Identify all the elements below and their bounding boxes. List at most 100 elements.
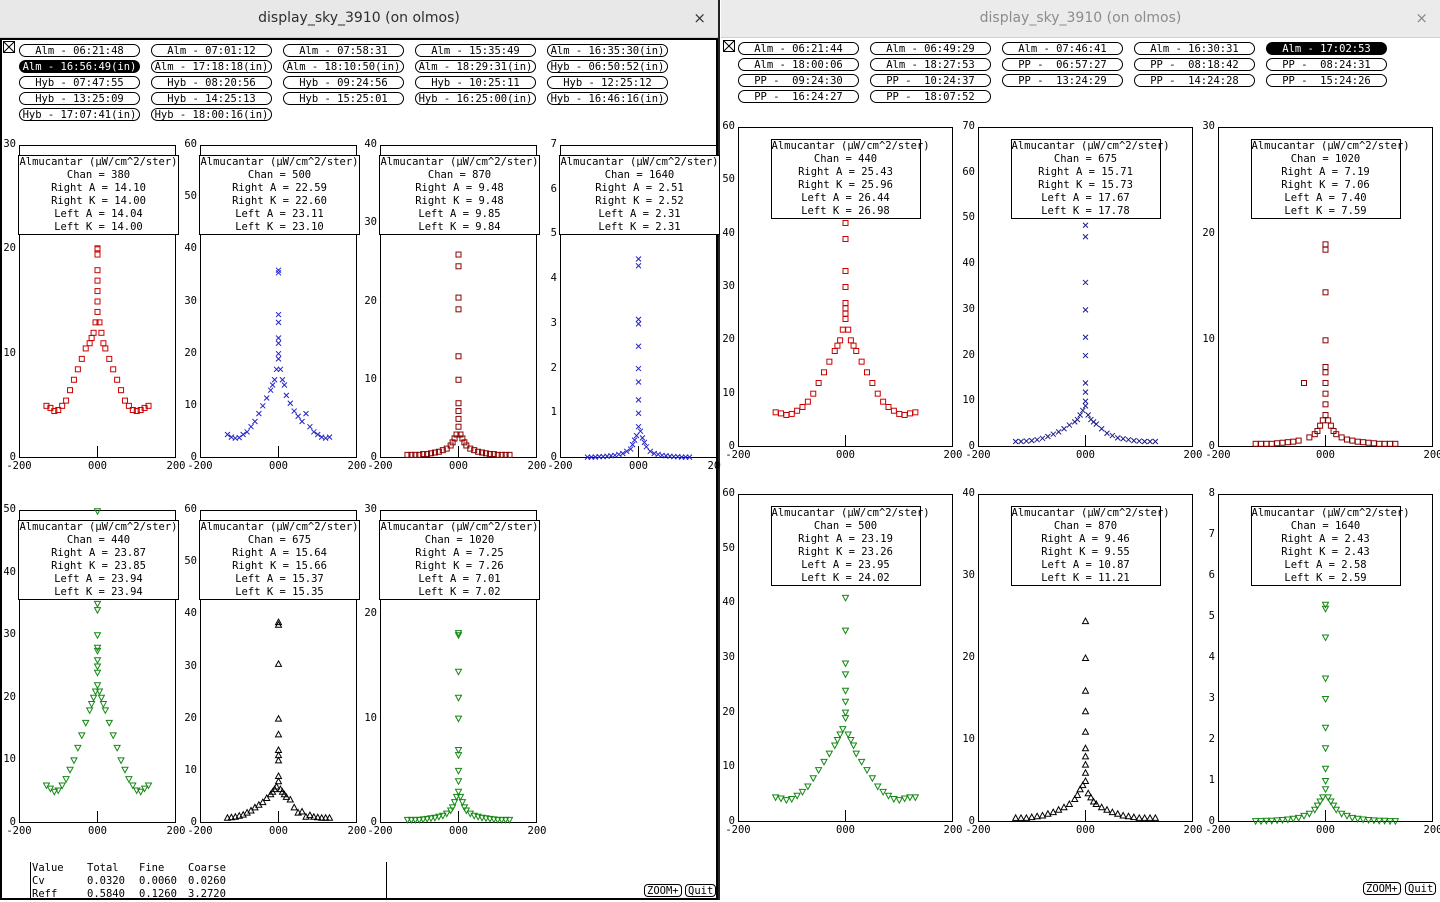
- left_window-button-20[interactable]: Hyb - 17:07:41(in): [19, 108, 140, 121]
- data-point: [227, 813, 236, 821]
- left_window-button-18[interactable]: Hyb - 16:25:00(in): [415, 92, 536, 105]
- left-client-area: Value Total Fine Coarse Cv 0.0320 0.0060 0.0260…: [0, 38, 726, 900]
- data-point: [884, 792, 893, 800]
- data-point: [145, 402, 152, 409]
- data-point: [1022, 813, 1031, 821]
- left_window-button-3[interactable]: Alm - 15:35:49: [415, 44, 536, 57]
- left_window-button-6[interactable]: Alm - 17:18:18(in): [151, 60, 272, 73]
- left_window-button-8[interactable]: Alm - 18:29:31(in): [415, 60, 536, 73]
- left_window-button-14[interactable]: Hyb - 12:25:12: [547, 76, 668, 89]
- right_window-button-3[interactable]: Alm - 16:30:31: [1134, 42, 1255, 55]
- right_window-button-5[interactable]: Alm - 18:00:06: [738, 58, 859, 71]
- right_window-button-7[interactable]: PP - 06:57:27: [1002, 58, 1123, 71]
- right_window-button-11[interactable]: PP - 10:24:37: [870, 74, 991, 87]
- zoom-button[interactable]: ZOOM+: [1363, 882, 1401, 895]
- close-icon[interactable]: ×: [693, 9, 706, 27]
- data-point: [299, 418, 305, 425]
- data-point: [454, 767, 463, 775]
- right_window-button-1[interactable]: Alm - 06:49:29: [870, 42, 991, 55]
- right_window-button-13[interactable]: PP - 14:24:28: [1134, 74, 1255, 87]
- legend-line: Chan = 675: [247, 534, 312, 546]
- data-point: [118, 387, 125, 394]
- data-point: [321, 813, 330, 821]
- table-header: Value: [32, 862, 64, 874]
- left_window-button-1[interactable]: Alm - 07:01:12: [151, 44, 272, 57]
- y-tick-label: 50: [962, 211, 975, 224]
- data-point: [804, 783, 812, 791]
- data-point: [1074, 416, 1081, 423]
- data-point: [252, 418, 258, 425]
- left_window-button-12[interactable]: Hyb - 09:24:56: [283, 76, 404, 89]
- data-point: [93, 657, 102, 665]
- y-tick-label: 50: [722, 541, 735, 554]
- data-point: [452, 793, 461, 801]
- right_window-button-15[interactable]: PP - 16:24:27: [738, 90, 859, 103]
- data-point: [1322, 390, 1329, 397]
- zoom-button[interactable]: ZOOM+: [644, 884, 682, 897]
- right_window-button-6[interactable]: Alm - 18:27:53: [870, 58, 991, 71]
- data-point: [873, 783, 882, 791]
- data-point: [1082, 233, 1089, 240]
- left_window-button-4[interactable]: Alm - 16:35:30(in): [547, 44, 668, 57]
- data-point: [106, 355, 113, 362]
- right_window-button-9[interactable]: PP - 08:24:31: [1266, 58, 1387, 71]
- left_window-button-2[interactable]: Alm - 07:58:31: [283, 44, 404, 57]
- legend-line: Right K = 9.48: [415, 195, 504, 207]
- left_window-button-7[interactable]: Alm - 18:10:50(in): [283, 60, 404, 73]
- data-point: [635, 397, 642, 403]
- left_window-button-11[interactable]: Hyb - 08:20:56: [151, 76, 272, 89]
- data-point: [1327, 798, 1335, 806]
- legend-line: Almucantar (µW/cm^2/ster): [1011, 507, 1170, 519]
- data-point: [1119, 811, 1127, 819]
- right_window-button-16[interactable]: PP - 18:07:52: [870, 90, 991, 103]
- data-point: [275, 350, 282, 357]
- checkbox-icon[interactable]: [723, 40, 735, 52]
- right_window-button-14[interactable]: PP - 15:24:26: [1266, 74, 1387, 87]
- data-point: [777, 795, 785, 803]
- right_window-button-8[interactable]: PP - 08:18:42: [1134, 58, 1255, 71]
- data-point: [1081, 727, 1090, 735]
- left-titlebar[interactable]: display_sky_3910 (on olmos) ×: [0, 0, 718, 38]
- right_window-button-2[interactable]: Alm - 07:46:41: [1002, 42, 1123, 55]
- data-point: [274, 618, 283, 626]
- data-point: [1333, 431, 1340, 438]
- left_window-button-0[interactable]: Alm - 06:21:48: [19, 44, 140, 57]
- data-point: [94, 308, 101, 315]
- data-point: [1113, 809, 1122, 817]
- right_window-button-4[interactable]: Alm - 17:02:53: [1266, 42, 1387, 55]
- right-titlebar[interactable]: display_sky_3910 (on olmos) ×: [721, 0, 1440, 38]
- left_window-button-16[interactable]: Hyb - 14:25:13: [151, 92, 272, 105]
- table-cell: 0.0060: [139, 875, 177, 887]
- data-point: [125, 776, 133, 784]
- legend-line: Right A = 7.25: [415, 547, 504, 559]
- right_window-button-12[interactable]: PP - 13:24:29: [1002, 74, 1123, 87]
- right_window-button-10[interactable]: PP - 09:24:30: [738, 74, 859, 87]
- checkbox-icon[interactable]: [3, 41, 15, 53]
- left_window-button-10[interactable]: Hyb - 07:47:55: [19, 76, 140, 89]
- y-tick-label: 7: [550, 138, 557, 150]
- left_window-button-9[interactable]: Hyb - 06:50:52(in): [547, 60, 668, 73]
- left_window-button-13[interactable]: Hyb - 10:25:11: [415, 76, 536, 89]
- left_window-button-19[interactable]: Hyb - 16:46:16(in): [547, 92, 668, 105]
- left_window-button-17[interactable]: Hyb - 15:25:01: [283, 92, 404, 105]
- data-point: [505, 816, 514, 824]
- left_window-button-21[interactable]: Hyb - 18:00:16(in): [151, 108, 272, 121]
- quit-button[interactable]: Quit: [1405, 882, 1437, 895]
- data-point: [93, 600, 102, 608]
- legend-line: Almucantar (µW/cm^2/ster): [771, 507, 930, 519]
- data-point: [58, 782, 67, 790]
- quit-button[interactable]: Quit: [685, 884, 717, 897]
- right_window-button-0[interactable]: Alm - 06:21:44: [738, 42, 859, 55]
- data-point: [1267, 817, 1276, 825]
- chart-plot-area: [1012, 222, 1159, 447]
- close-icon[interactable]: ×: [1415, 9, 1428, 27]
- data-point: [911, 794, 920, 802]
- left_window-button-15[interactable]: Hyb - 13:25:09: [19, 92, 140, 105]
- data-point: [1268, 440, 1275, 447]
- data-point: [635, 321, 642, 327]
- data-point: [482, 815, 490, 823]
- y-tick-label: 30: [184, 659, 197, 672]
- data-point: [895, 797, 904, 805]
- data-point: [471, 447, 478, 454]
- left_window-button-5[interactable]: Alm - 16:56:49(in): [19, 60, 140, 73]
